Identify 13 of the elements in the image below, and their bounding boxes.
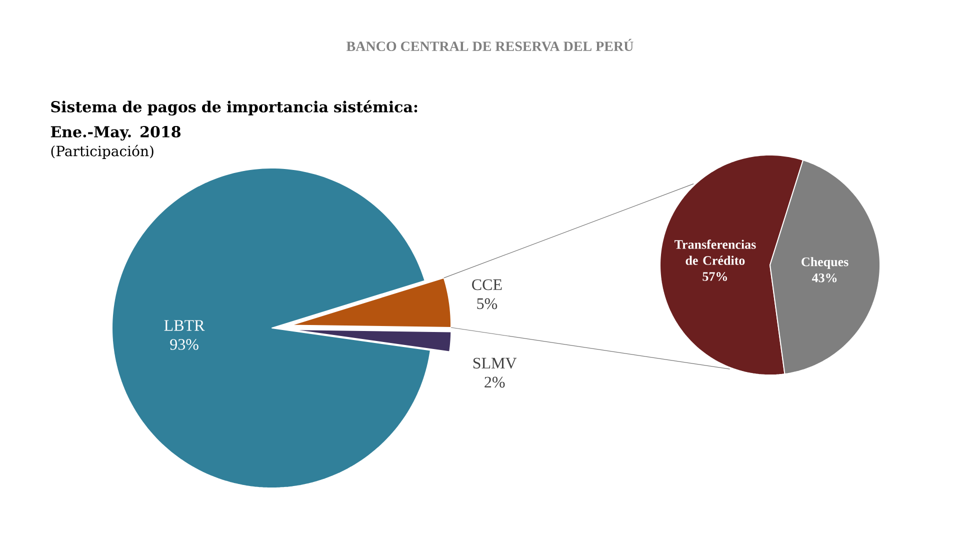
slice-label: SLMV — [473, 358, 517, 369]
data-label: 43% — [812, 273, 837, 282]
chart-title: Sistema de pagos de importancia sistémica: Ene.-May. 2018 — [50, 100, 418, 141]
data-label: 5% — [477, 298, 498, 310]
data-label: 57% — [702, 272, 727, 281]
data-label: 93% — [170, 339, 198, 350]
slice-label: Transferencias de Crédito — [674, 240, 756, 265]
data-label: 2% — [484, 376, 505, 388]
slice-label: CCE — [472, 279, 502, 290]
slice-label: LBTR — [164, 320, 205, 331]
chart-subtitle: (Participación) — [51, 144, 154, 160]
slice-label: Cheques — [802, 257, 848, 269]
text: BANCO CENTRAL DE RESERVA DEL PERÚ — [346, 38, 634, 52]
